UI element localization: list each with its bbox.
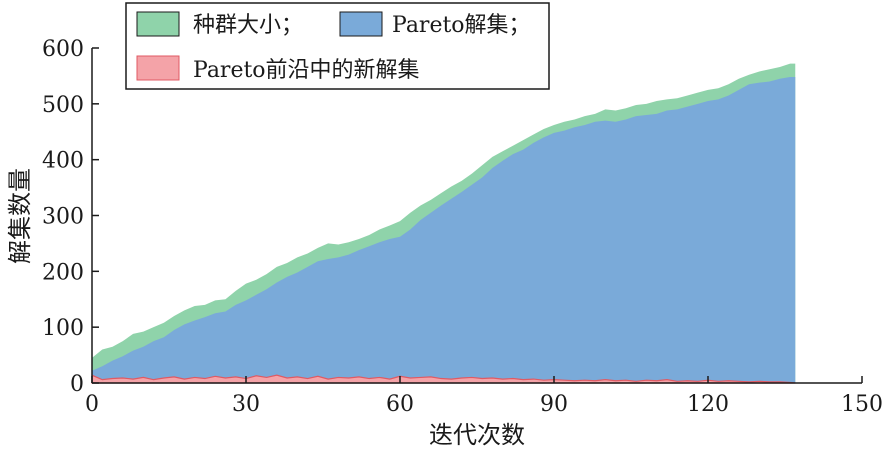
x-axis-label: 迭代次数 bbox=[429, 421, 525, 449]
legend-box bbox=[125, 2, 550, 90]
y-tick-label: 600 bbox=[42, 37, 84, 62]
y-tick-label: 300 bbox=[42, 205, 84, 230]
area-pareto-set bbox=[92, 77, 796, 383]
y-tick-label: 200 bbox=[42, 260, 84, 285]
legend-swatch-population bbox=[136, 11, 180, 37]
x-tick-label: 30 bbox=[232, 392, 260, 417]
x-tick-label: 60 bbox=[386, 392, 414, 417]
area-series-group bbox=[91, 63, 796, 384]
x-ticks: 0 30 60 90 120 150 bbox=[85, 376, 883, 417]
legend-label-new-pareto: Pareto前沿中的新解集 bbox=[193, 58, 420, 83]
legend-swatch-pareto bbox=[339, 11, 383, 37]
y-tick-label: 400 bbox=[42, 149, 84, 174]
legend-swatch-new-pareto bbox=[136, 55, 180, 81]
y-tick-label: 0 bbox=[70, 372, 84, 397]
x-tick-label: 120 bbox=[687, 392, 729, 417]
y-tick-label: 500 bbox=[42, 93, 84, 118]
y-axis-label: 解集数量 bbox=[6, 168, 34, 264]
area-new-pareto-front bbox=[91, 374, 796, 384]
legend-label-pareto: Pareto解集； bbox=[392, 13, 531, 38]
x-tick-label: 150 bbox=[841, 392, 883, 417]
x-tick-label: 0 bbox=[85, 392, 99, 417]
legend-label-population: 种群大小； bbox=[193, 13, 303, 38]
x-tick-label: 90 bbox=[540, 392, 568, 417]
y-ticks: 0 100 200 300 400 500 600 bbox=[42, 37, 99, 397]
legend: 种群大小； Pareto解集； Pareto前沿中的新解集 bbox=[125, 2, 550, 90]
y-tick-label: 100 bbox=[42, 316, 84, 341]
